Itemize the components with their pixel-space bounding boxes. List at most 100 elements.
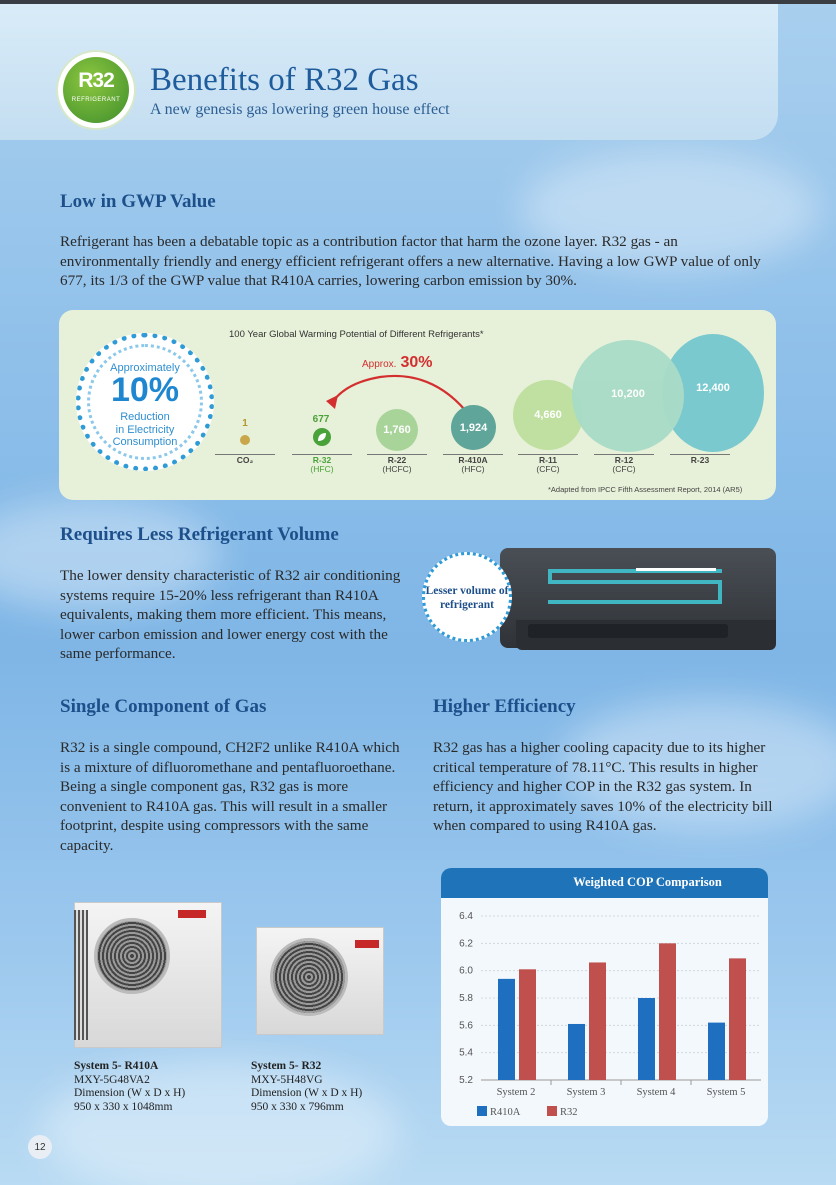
ac-highlight-line	[636, 568, 716, 571]
badge-line-2: in Electricity	[115, 423, 175, 436]
bubble-value: 12,400	[696, 382, 730, 394]
volume-heading: Requires Less Refrigerant Volume	[60, 524, 339, 545]
single-heading: Single Component of Gas	[60, 696, 267, 717]
unit-side-grille	[74, 910, 88, 1040]
ac-air-outlet	[528, 624, 728, 638]
gwp-panel-title: 100 Year Global Warming Potential of Dif…	[229, 329, 484, 340]
volume-paragraph: The lower density characteristic of R32 …	[60, 567, 401, 663]
unit-model: MXY-5G48VA2	[74, 1073, 150, 1086]
gwp-bubble-r12: 10,200	[572, 340, 684, 452]
y-tick-label: 5.4	[459, 1048, 473, 1059]
gwp-label-r32: R-32 (HFC)	[292, 454, 352, 473]
gwp-bubble-r22: 1,760	[376, 409, 418, 451]
arrow-head-icon	[326, 395, 338, 409]
badge-percentage: 10%	[110, 371, 180, 409]
y-tick-label: 5.6	[459, 1020, 473, 1031]
approx-value: 30%	[400, 354, 433, 371]
legend-label-r32: R32	[560, 1107, 578, 1118]
gwp-value-co2: 1	[242, 418, 248, 429]
gwp-label-r410a: R-410A (HFC)	[443, 454, 503, 473]
unit-dim-label: Dimension (W x D x H)	[251, 1087, 363, 1099]
cloud-decoration	[520, 150, 820, 270]
bar-r32-system-4	[659, 943, 676, 1080]
label-name: R-410A	[443, 454, 503, 465]
efficiency-paragraph: R32 gas has a higher cooling capacity du…	[433, 739, 773, 835]
legend-swatch-r32	[547, 1106, 557, 1116]
y-tick-label: 5.2	[459, 1075, 473, 1086]
label-name: R-22	[367, 454, 427, 465]
single-paragraph: R32 is a single compound, CH2F2 unlike R…	[60, 739, 400, 854]
x-tick-label: System 4	[637, 1087, 677, 1098]
bubble-value: 1,760	[383, 424, 411, 436]
unit-dims: 950 x 330 x 796mm	[251, 1100, 344, 1113]
label-type: (HCFC)	[382, 463, 412, 474]
cloud-decoration	[0, 500, 220, 610]
efficiency-heading: Higher Efficiency	[433, 696, 576, 717]
y-tick-label: 5.8	[459, 993, 473, 1004]
refrigerant-duct-bottom	[548, 584, 722, 604]
bubble-value: 4,660	[534, 409, 562, 421]
label-type: (HFC)	[310, 463, 334, 474]
gwp-paragraph: Refrigerant has been a debatable topic a…	[60, 233, 761, 290]
approx-arrow	[326, 374, 466, 411]
label-name: R-32	[292, 454, 352, 465]
page-subtitle: A new genesis gas lowering green house e…	[150, 101, 450, 118]
x-tick-label: System 2	[497, 1087, 536, 1098]
co2-dot-icon	[240, 435, 250, 445]
bar-r32-system-2	[519, 969, 536, 1080]
label-name: CO₂	[215, 454, 275, 465]
unit-dim-label: Dimension (W x D x H)	[74, 1087, 186, 1099]
bubble-value: 1,924	[459, 421, 488, 434]
badge-line-1: Reduction	[120, 411, 170, 423]
label-name: R-11	[518, 454, 578, 465]
badge-line-3: Consumption	[112, 436, 178, 448]
cloud-decoration	[560, 700, 836, 830]
refrigerant-duct-top	[548, 569, 722, 584]
label-type: (CFC)	[612, 463, 636, 474]
bar-r32-system-3	[589, 962, 606, 1080]
r32-logo: R32 REFRIGERANT	[58, 52, 134, 128]
brand-logo-icon	[178, 910, 206, 918]
cop-chart-header	[441, 868, 768, 898]
gwp-label-r22: R-22 (HCFC)	[367, 454, 427, 473]
gwp-label-r11: R-11 (CFC)	[518, 454, 578, 473]
bar-r410a-system-2	[498, 978, 515, 1080]
gwp-heading: Low in GWP Value	[60, 191, 216, 212]
unit-caption-r410a: System 5- R410A MXY-5G48VA2 Dimension (W…	[74, 1060, 185, 1114]
brand-logo-icon	[355, 940, 379, 948]
lesser-volume-badge	[422, 552, 512, 642]
y-tick-label: 6.4	[459, 911, 473, 922]
label-type: (CFC)	[536, 463, 560, 474]
page-title: Benefits of R32 Gas	[150, 62, 419, 98]
reduction-badge-ring	[87, 344, 203, 460]
bar-r410a-system-4	[638, 998, 655, 1080]
approx-label: Approx. 30%	[362, 354, 433, 372]
gwp-value-r32: 677	[312, 414, 330, 425]
cop-chart-title: Weighted COP Comparison	[573, 875, 722, 889]
legend-swatch-r410a	[477, 1106, 487, 1116]
gwp-label-r12: R-12 (CFC)	[594, 454, 654, 473]
bubble-value: 10,200	[611, 388, 645, 400]
label-name: R-12	[594, 454, 654, 465]
top-bar	[0, 0, 836, 4]
label-name: R-23	[670, 454, 730, 465]
unit-system: System 5- R32	[251, 1060, 322, 1072]
gwp-bubble-r410a: 1,924	[451, 405, 496, 450]
gwp-footnote: *Adapted from IPCC Fifth Assessment Repo…	[548, 485, 743, 494]
gwp-label-r23: R-23	[670, 454, 730, 465]
x-tick-label: System 5	[707, 1087, 746, 1098]
logo-subtext: REFRIGERANT	[71, 97, 121, 103]
gwp-bubble-r11: 4,660	[513, 380, 583, 450]
fan-icon	[270, 938, 348, 1016]
cloud-decoration	[40, 1060, 400, 1185]
fan-icon	[94, 918, 170, 994]
y-tick-label: 6.0	[459, 966, 473, 977]
logo-text: R32	[78, 69, 115, 92]
unit-caption-r32: System 5- R32 MXY-5H48VG Dimension (W x …	[251, 1060, 362, 1114]
page-number: 12	[28, 1135, 52, 1159]
label-type: (HFC)	[461, 463, 485, 474]
gwp-label-co2: CO₂	[215, 454, 275, 465]
legend-label-r410a: R410A	[490, 1107, 521, 1118]
badge-reduction-text: Reduction in Electricity Consumption	[76, 411, 214, 449]
bar-r410a-system-5	[708, 1022, 725, 1080]
